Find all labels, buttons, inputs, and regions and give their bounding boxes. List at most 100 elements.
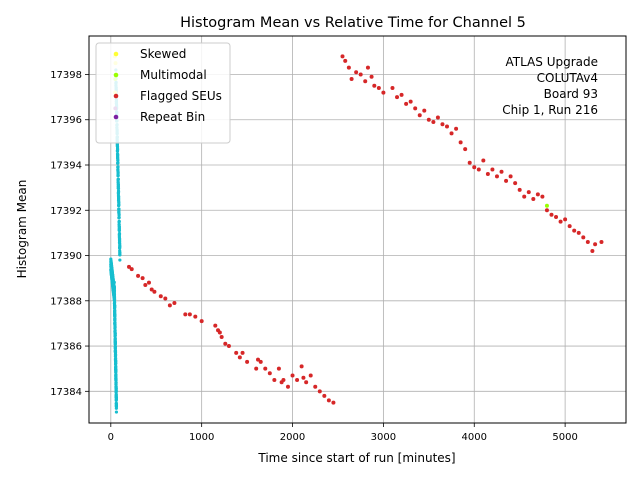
data-point bbox=[513, 181, 518, 186]
data-point bbox=[116, 165, 120, 169]
data-point bbox=[267, 371, 272, 376]
x-tick-label: 2000 bbox=[280, 432, 305, 443]
data-point bbox=[114, 364, 118, 368]
data-point bbox=[256, 357, 261, 362]
data-point bbox=[576, 230, 581, 235]
data-point bbox=[112, 289, 117, 293]
data-point bbox=[313, 384, 318, 389]
data-point bbox=[183, 312, 188, 317]
data-point bbox=[117, 232, 122, 236]
data-point bbox=[467, 160, 472, 165]
data-point bbox=[118, 253, 122, 257]
data-point bbox=[517, 187, 522, 192]
x-tick-label: 4000 bbox=[462, 432, 487, 443]
grid-lines bbox=[89, 36, 626, 423]
data-point bbox=[490, 167, 495, 172]
data-point bbox=[126, 264, 131, 269]
data-point bbox=[117, 225, 121, 229]
data-point bbox=[113, 353, 118, 357]
data-point bbox=[417, 113, 422, 118]
data-point bbox=[376, 86, 381, 91]
data-point bbox=[117, 207, 121, 211]
data-point bbox=[114, 389, 118, 393]
data-point bbox=[258, 359, 263, 364]
data-point bbox=[114, 361, 118, 365]
data-point bbox=[117, 219, 121, 224]
data-point bbox=[113, 308, 117, 312]
data-point bbox=[199, 319, 204, 324]
data-point bbox=[234, 350, 239, 355]
data-point bbox=[431, 120, 436, 124]
data-point bbox=[116, 177, 120, 181]
data-point bbox=[116, 152, 120, 157]
data-point bbox=[544, 203, 549, 208]
data-point bbox=[535, 192, 540, 197]
data-point bbox=[290, 373, 295, 378]
data-point bbox=[301, 375, 306, 380]
data-point bbox=[558, 219, 563, 224]
data-point bbox=[572, 228, 577, 233]
data-point bbox=[299, 364, 304, 369]
data-point bbox=[285, 384, 290, 389]
data-point bbox=[114, 404, 119, 409]
data-point bbox=[531, 196, 536, 201]
data-point bbox=[317, 389, 322, 394]
data-point bbox=[544, 208, 549, 213]
data-point bbox=[295, 378, 300, 382]
data-point bbox=[114, 372, 118, 377]
plot-frame bbox=[88, 35, 627, 424]
data-point bbox=[476, 167, 481, 172]
legend-box bbox=[95, 42, 231, 144]
x-tick-label: 0 bbox=[108, 432, 114, 443]
legend-marker bbox=[113, 51, 119, 57]
data-point bbox=[390, 86, 395, 91]
data-point bbox=[136, 273, 141, 278]
data-point bbox=[358, 72, 363, 77]
data-point bbox=[117, 195, 121, 199]
data-point bbox=[149, 287, 154, 292]
data-point bbox=[408, 99, 413, 104]
y-axis-ticks: 17384 17386 17388 17390 17392 17394 17396 17398 bbox=[50, 70, 89, 398]
data-point bbox=[113, 300, 117, 304]
legend-marker bbox=[113, 114, 119, 120]
data-point bbox=[340, 54, 345, 59]
data-point bbox=[322, 393, 327, 398]
data-point bbox=[458, 140, 463, 145]
data-point bbox=[381, 90, 386, 95]
y-tick-label: 17398 bbox=[50, 70, 82, 81]
data-point bbox=[331, 400, 336, 405]
data-point bbox=[116, 190, 121, 194]
data-point bbox=[454, 126, 459, 131]
y-tick-label: 17392 bbox=[50, 206, 82, 217]
data-point bbox=[113, 336, 117, 340]
data-point bbox=[585, 239, 590, 244]
data-point bbox=[113, 305, 117, 310]
y-tick-label: 17396 bbox=[50, 115, 82, 126]
data-point bbox=[508, 174, 513, 179]
legend-label: Flagged SEUs bbox=[140, 89, 222, 103]
data-point bbox=[526, 190, 531, 195]
data-point bbox=[481, 158, 486, 163]
legend-marker bbox=[113, 72, 119, 78]
data-point bbox=[395, 95, 400, 100]
data-point bbox=[114, 410, 119, 414]
data-point bbox=[485, 172, 490, 177]
data-point bbox=[494, 174, 499, 179]
data-point bbox=[563, 217, 568, 222]
data-point bbox=[114, 370, 118, 374]
annotation-text: ATLAS Upgrade COLUTAv4 Board 93 Chip 1, Run… bbox=[502, 55, 598, 117]
data-point bbox=[112, 292, 117, 296]
series-unlabeled bbox=[109, 68, 122, 414]
legend-marker bbox=[113, 93, 119, 99]
data-point bbox=[118, 237, 122, 241]
data-point bbox=[590, 249, 595, 253]
data-point bbox=[114, 397, 118, 402]
x-axis-ticks: 0 1000 2000 3000 4000 5000 bbox=[108, 423, 578, 443]
x-tick-label: 3000 bbox=[371, 432, 396, 443]
data-point bbox=[245, 359, 250, 364]
data-point bbox=[158, 294, 163, 299]
data-point bbox=[593, 242, 598, 247]
data-point bbox=[117, 215, 121, 220]
annotation-line: COLUTAv4 bbox=[537, 71, 598, 85]
data-point bbox=[343, 58, 348, 63]
